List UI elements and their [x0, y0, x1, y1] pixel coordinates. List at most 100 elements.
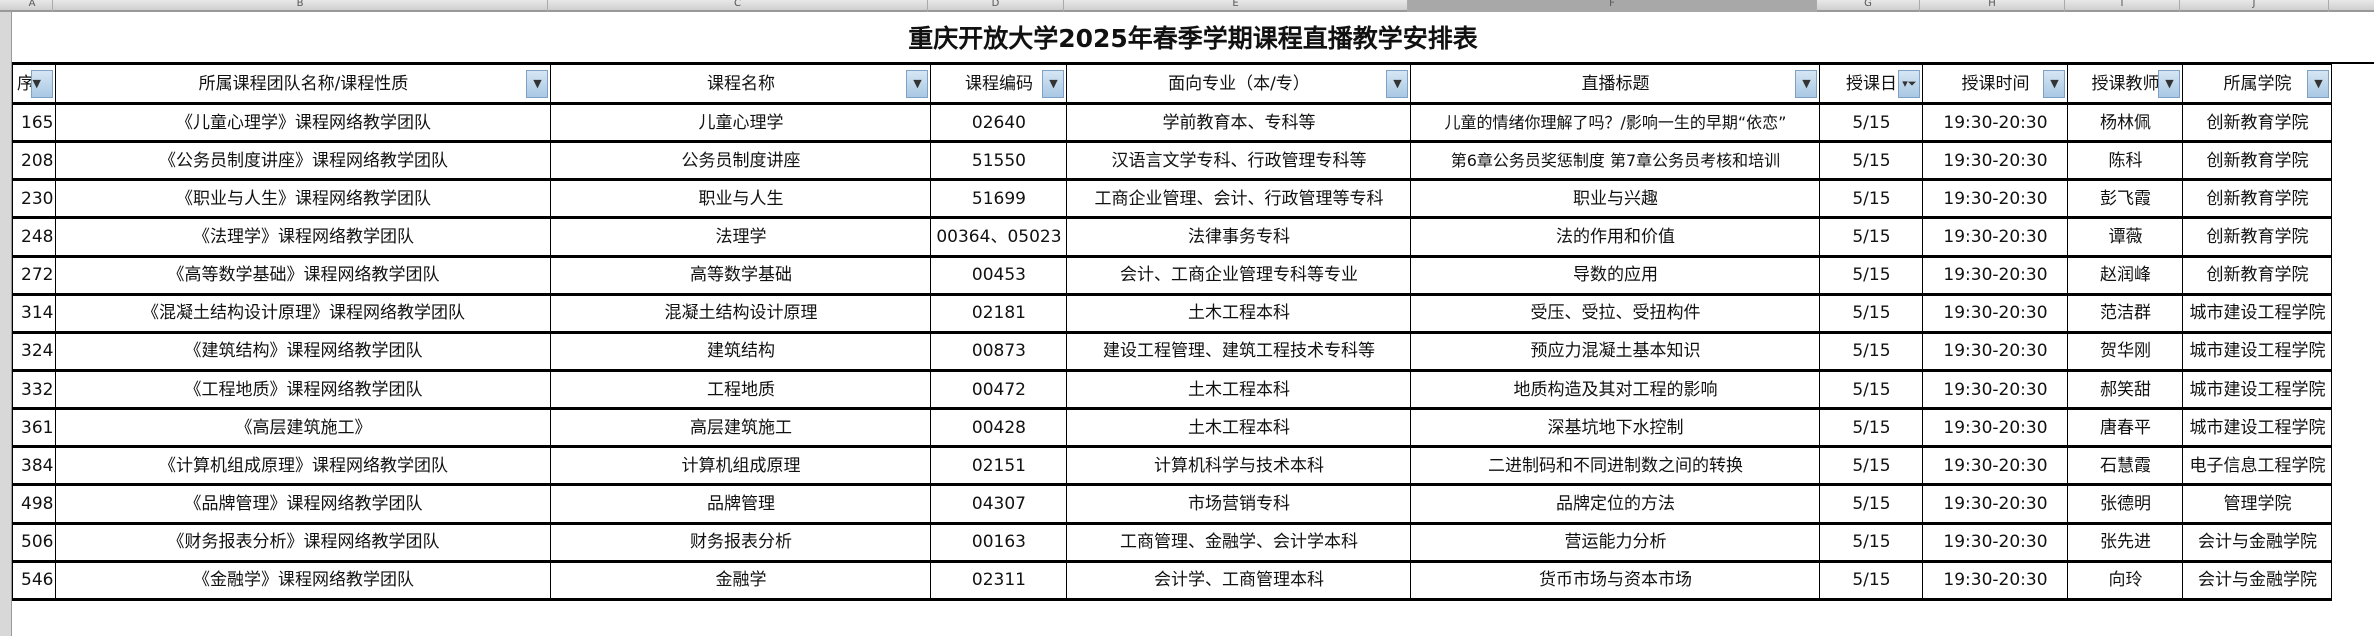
cell-college[interactable]: 会计与金融学院 — [2182, 560, 2333, 601]
cell-college[interactable]: 创新教育学院 — [2182, 217, 2333, 258]
cell-team[interactable]: 《职业与人生》课程网络教学团队 — [55, 179, 552, 220]
cell-course[interactable]: 高等数学基础 — [550, 255, 932, 296]
cell-college[interactable]: 城市建设工程学院 — [2182, 331, 2333, 372]
cell-date[interactable]: 5/15 — [1819, 179, 1924, 220]
cell-team[interactable]: 《高等数学基础》课程网络教学团队 — [55, 255, 552, 296]
filter-dropdown-button[interactable]: ▼ — [1795, 70, 1818, 98]
cell-topic[interactable]: 法的作用和价值 — [1410, 217, 1821, 258]
cell-course[interactable]: 品牌管理 — [550, 484, 932, 525]
cell-time[interactable]: 19:30-20:30 — [1922, 560, 2069, 601]
cell-date[interactable]: 5/15 — [1819, 102, 1924, 144]
filter-dropdown-button[interactable]: ▼ — [526, 70, 549, 98]
cell-time[interactable]: 19:30-20:30 — [1922, 255, 2069, 296]
cell-team[interactable]: 《儿童心理学》课程网络教学团队 — [55, 102, 552, 144]
column-header-E[interactable]: E — [1064, 0, 1408, 12]
cell-college[interactable]: 会计与金融学院 — [2182, 522, 2333, 563]
cell-teacher[interactable]: 郝笑甜 — [2067, 369, 2184, 411]
cell-date[interactable]: 5/15 — [1819, 331, 1924, 372]
cell-seq[interactable]: 332 — [11, 369, 57, 411]
cell-topic[interactable]: 营运能力分析 — [1410, 522, 1821, 563]
filter-active-icon[interactable]: ▾⏷ — [1898, 70, 1921, 98]
cell-teacher[interactable]: 杨林佩 — [2067, 102, 2184, 144]
filter-dropdown-button[interactable]: ▼ — [2307, 70, 2330, 98]
cell-seq[interactable]: 272 — [11, 255, 57, 296]
cell-course[interactable]: 高层建筑施工 — [550, 408, 932, 449]
cell-course[interactable]: 混凝土结构设计原理 — [550, 293, 932, 334]
cell-course[interactable]: 建筑结构 — [550, 331, 932, 372]
cell-topic[interactable]: 地质构造及其对工程的影响 — [1410, 369, 1821, 411]
cell-seq[interactable]: 506 — [11, 522, 57, 563]
cell-code[interactable]: 00163 — [930, 522, 1068, 563]
cell-time[interactable]: 19:30-20:30 — [1922, 369, 2069, 411]
cell-seq[interactable]: 324 — [11, 331, 57, 372]
cell-topic[interactable]: 第6章公务员奖惩制度 第7章公务员考核和培训 — [1410, 141, 1821, 182]
column-header-D[interactable]: D — [928, 0, 1064, 12]
cell-course[interactable]: 财务报表分析 — [550, 522, 932, 563]
cell-teacher[interactable]: 张先进 — [2067, 522, 2184, 563]
cell-topic[interactable]: 儿童的情绪你理解了吗？/影响一生的早期“依恋” — [1410, 102, 1821, 144]
cell-college[interactable]: 管理学院 — [2182, 484, 2333, 525]
cell-course[interactable]: 金融学 — [550, 560, 932, 601]
cell-date[interactable]: 5/15 — [1819, 255, 1924, 296]
cell-college[interactable]: 城市建设工程学院 — [2182, 408, 2333, 449]
filter-dropdown-button[interactable]: ▼ — [31, 70, 54, 98]
filter-dropdown-button[interactable]: ▼ — [2043, 70, 2066, 98]
column-header-H[interactable]: H — [1920, 0, 2065, 12]
cell-code[interactable]: 51550 — [930, 141, 1068, 182]
cell-time[interactable]: 19:30-20:30 — [1922, 408, 2069, 449]
cell-course[interactable]: 职业与人生 — [550, 179, 932, 220]
cell-topic[interactable]: 预应力混凝土基本知识 — [1410, 331, 1821, 372]
column-header-I[interactable]: I — [2065, 0, 2180, 12]
cell-seq[interactable]: 248 — [11, 217, 57, 258]
cell-major[interactable]: 土木工程本科 — [1066, 293, 1412, 334]
cell-teacher[interactable]: 范洁群 — [2067, 293, 2184, 334]
cell-topic[interactable]: 职业与兴趣 — [1410, 179, 1821, 220]
cell-team[interactable]: 《金融学》课程网络教学团队 — [55, 560, 552, 601]
cell-major[interactable]: 计算机科学与技术本科 — [1066, 446, 1412, 487]
cell-time[interactable]: 19:30-20:30 — [1922, 446, 2069, 487]
cell-teacher[interactable]: 彭飞霞 — [2067, 179, 2184, 220]
cell-code[interactable]: 02181 — [930, 293, 1068, 334]
column-header-F[interactable]: F — [1408, 0, 1817, 12]
cell-major[interactable]: 工商管理、金融学、会计学本科 — [1066, 522, 1412, 563]
cell-seq[interactable]: 208 — [11, 141, 57, 182]
cell-team[interactable]: 《建筑结构》课程网络教学团队 — [55, 331, 552, 372]
column-header-B[interactable]: B — [53, 0, 548, 12]
cell-time[interactable]: 19:30-20:30 — [1922, 141, 2069, 182]
cell-seq[interactable]: 361 — [11, 408, 57, 449]
cell-course[interactable]: 公务员制度讲座 — [550, 141, 932, 182]
cell-teacher[interactable]: 张德明 — [2067, 484, 2184, 525]
column-header-G[interactable]: G — [1817, 0, 1920, 12]
cell-major[interactable]: 土木工程本科 — [1066, 408, 1412, 449]
cell-college[interactable]: 城市建设工程学院 — [2182, 369, 2333, 411]
cell-college[interactable]: 创新教育学院 — [2182, 255, 2333, 296]
cell-teacher[interactable]: 陈科 — [2067, 141, 2184, 182]
cell-time[interactable]: 19:30-20:30 — [1922, 217, 2069, 258]
cell-major[interactable]: 法律事务专科 — [1066, 217, 1412, 258]
cell-time[interactable]: 19:30-20:30 — [1922, 179, 2069, 220]
cell-college[interactable]: 创新教育学院 — [2182, 179, 2333, 220]
cell-code[interactable]: 00428 — [930, 408, 1068, 449]
cell-team[interactable]: 《财务报表分析》课程网络教学团队 — [55, 522, 552, 563]
cell-time[interactable]: 19:30-20:30 — [1922, 522, 2069, 563]
cell-teacher[interactable]: 石慧霞 — [2067, 446, 2184, 487]
filter-dropdown-button[interactable]: ▼ — [1042, 70, 1065, 98]
column-header-J[interactable]: J — [2180, 0, 2329, 12]
cell-topic[interactable]: 货币市场与资本市场 — [1410, 560, 1821, 601]
cell-major[interactable]: 会计学、工商管理本科 — [1066, 560, 1412, 601]
cell-teacher[interactable]: 赵润峰 — [2067, 255, 2184, 296]
cell-course[interactable]: 计算机组成原理 — [550, 446, 932, 487]
cell-time[interactable]: 19:30-20:30 — [1922, 331, 2069, 372]
cell-major[interactable]: 会计、工商企业管理专科等专业 — [1066, 255, 1412, 296]
cell-date[interactable]: 5/15 — [1819, 369, 1924, 411]
cell-date[interactable]: 5/15 — [1819, 408, 1924, 449]
cell-date[interactable]: 5/15 — [1819, 560, 1924, 601]
cell-major[interactable]: 学前教育本、专科等 — [1066, 102, 1412, 144]
cell-date[interactable]: 5/15 — [1819, 522, 1924, 563]
cell-code[interactable]: 02311 — [930, 560, 1068, 601]
filter-dropdown-button[interactable]: ▼ — [906, 70, 929, 98]
cell-major[interactable]: 建设工程管理、建筑工程技术专科等 — [1066, 331, 1412, 372]
cell-seq[interactable]: 165 — [11, 102, 57, 144]
cell-date[interactable]: 5/15 — [1819, 293, 1924, 334]
cell-team[interactable]: 《品牌管理》课程网络教学团队 — [55, 484, 552, 525]
